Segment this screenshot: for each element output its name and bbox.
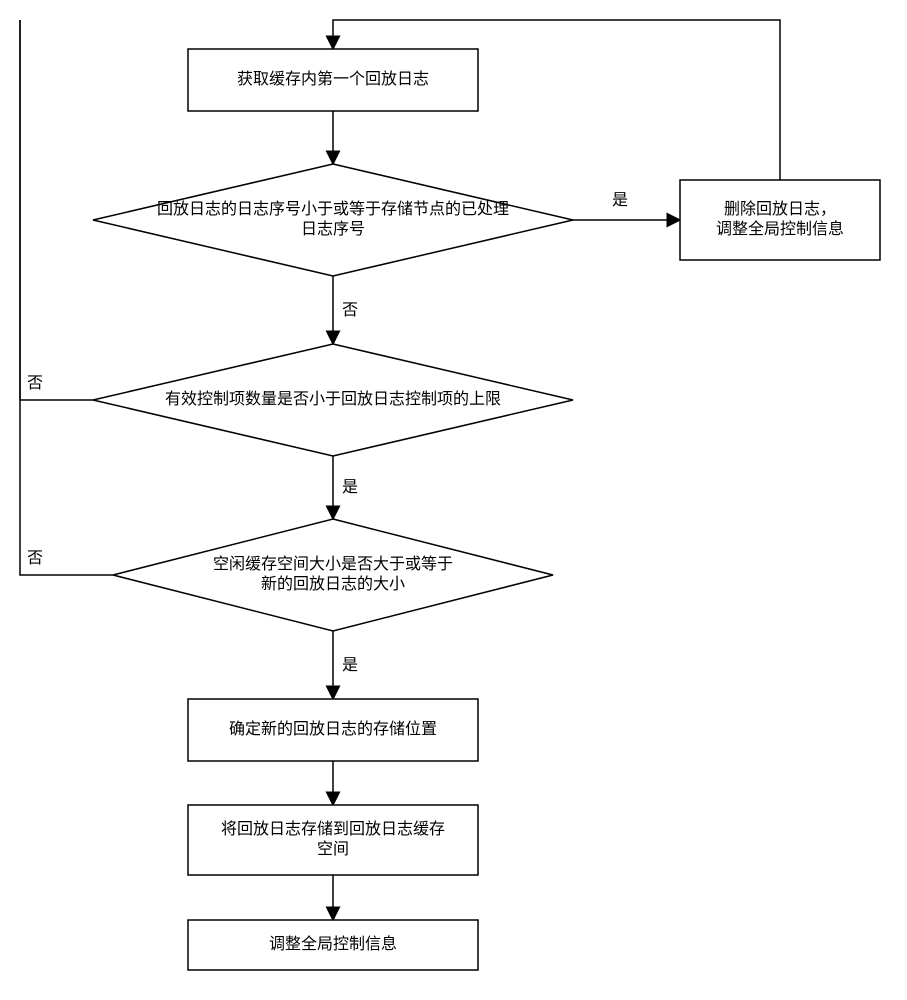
node-text: 日志序号 [301,220,365,238]
diamond-shape [93,164,573,276]
node-text: 新的回放日志的大小 [261,575,405,593]
diamond-shape [113,519,553,631]
node-text: 回放日志的日志序号小于或等于存储节点的已处理 [157,200,509,218]
edge-label-5: 是 [342,479,358,496]
edge-label-7: 是 [342,657,358,674]
edge-label-1: 是 [612,192,628,209]
node-n_delete: 删除回放日志， 调整全局控制信息 [680,180,880,260]
node-text: 空间 [317,840,349,858]
edges: 是否否是否是 [20,20,780,920]
node-d_space: 空闲缓存空间大小是否大于或等于新的回放日志的大小 [113,519,553,631]
nodes: 获取缓存内第一个回放日志回放日志的日志序号小于或等于存储节点的已处理日志序号 删除… [93,49,880,970]
edge-6 [20,20,113,575]
edge-label-6: 否 [27,550,43,567]
node-text: 调整全局控制信息 [716,220,844,238]
node-text: 空闲缓存空间大小是否大于或等于 [213,555,453,573]
node-text: 确定新的回放日志的存储位置 [229,720,437,738]
node-text: 获取缓存内第一个回放日志 [237,70,429,88]
node-text: 有效控制项数量是否小于回放日志控制项的上限 [165,390,501,408]
edge-label-3: 否 [342,302,358,319]
rect-shape [188,805,478,875]
node-d_seq: 回放日志的日志序号小于或等于存储节点的已处理日志序号 [93,164,573,276]
node-n_adjust: 调整全局控制信息 [188,920,478,970]
node-d_count: 有效控制项数量是否小于回放日志控制项的上限 [93,344,573,456]
edge-label-4: 否 [27,375,43,392]
node-text: 将回放日志存储到回放日志缓存 [221,820,445,838]
node-text: 调整全局控制信息 [269,935,397,953]
node-n_pos: 确定新的回放日志的存储位置 [188,699,478,761]
node-n_start: 获取缓存内第一个回放日志 [188,49,478,111]
node-text: 删除回放日志， [724,200,836,218]
rect-shape [680,180,880,260]
edge-4 [20,20,93,400]
node-n_store: 将回放日志存储到回放日志缓存空间 [188,805,478,875]
